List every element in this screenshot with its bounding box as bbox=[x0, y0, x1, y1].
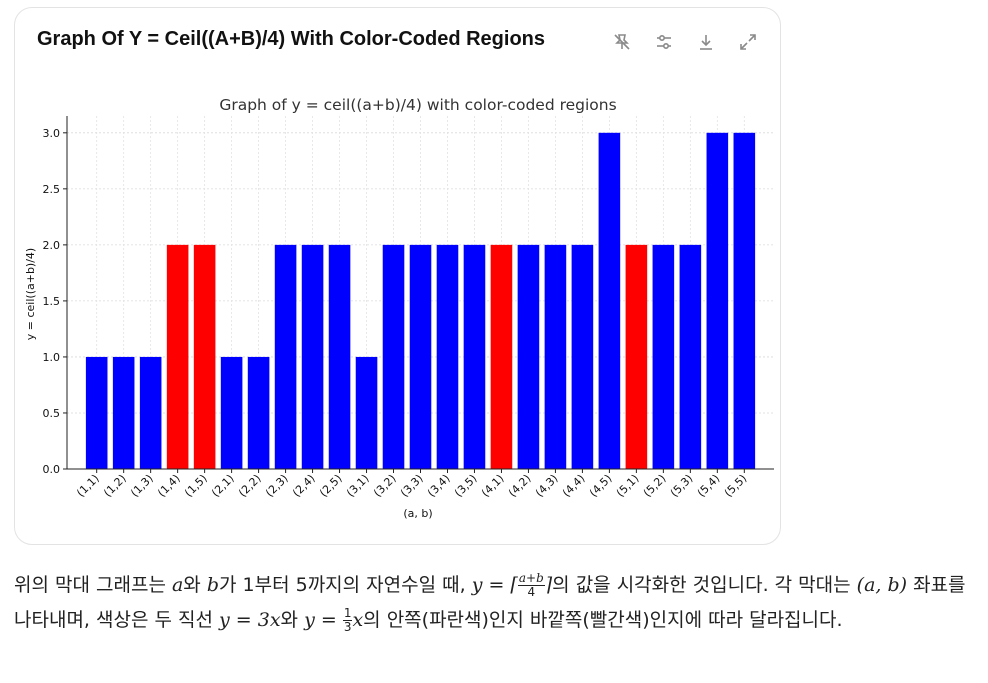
math-ab: (a, b) bbox=[856, 574, 908, 596]
x-tick-label: (5,3) bbox=[668, 472, 696, 500]
fraction-numerator: a+b bbox=[517, 571, 545, 586]
bar-(3,1) bbox=[355, 356, 378, 469]
bar-(5,2) bbox=[652, 244, 675, 469]
x-tick-label: (1,2) bbox=[101, 472, 129, 500]
fraction-denominator: 3 bbox=[343, 620, 352, 634]
expand-icon[interactable] bbox=[734, 28, 762, 56]
bar-(3,3) bbox=[409, 244, 432, 469]
bar-(2,5) bbox=[328, 244, 351, 469]
bar-(4,3) bbox=[544, 244, 567, 469]
x-tick-label: (2,3) bbox=[263, 472, 291, 500]
caption-text: 위의 막대 그래프는 bbox=[14, 574, 172, 596]
caption-text: 와 bbox=[280, 609, 305, 631]
fraction-denominator: 4 bbox=[527, 585, 536, 599]
bar-(3,2) bbox=[382, 244, 405, 469]
y-tick-label: 0.5 bbox=[43, 407, 61, 420]
x-tick-label: (2,5) bbox=[317, 472, 345, 500]
card-title: Graph Of Y = Ceil((A+B)/4) With Color-Co… bbox=[37, 28, 545, 50]
bar-(2,3) bbox=[274, 244, 297, 469]
x-tick-label: (4,2) bbox=[506, 472, 534, 500]
fraction-numerator: 1 bbox=[342, 606, 353, 621]
caption-text: 좌표를 나타내며, 색상은 두 직선 bbox=[14, 574, 966, 631]
math-a: a bbox=[171, 574, 184, 596]
bar-(1,5) bbox=[193, 244, 216, 469]
x-tick-label: (5,1) bbox=[614, 472, 642, 500]
y-tick-label: 2.5 bbox=[43, 183, 61, 196]
bar-(2,4) bbox=[301, 244, 324, 469]
y-tick-label: 2.0 bbox=[43, 239, 61, 252]
x-tick-label: (2,2) bbox=[236, 472, 264, 500]
x-tick-label: (5,4) bbox=[695, 472, 723, 500]
bar-(5,4) bbox=[706, 132, 729, 470]
bar-(1,1) bbox=[85, 356, 108, 469]
download-icon[interactable] bbox=[692, 28, 720, 56]
bar-(3,4) bbox=[436, 244, 459, 469]
x-tick-label: (2,4) bbox=[290, 472, 318, 500]
x-axis-label: (a, b) bbox=[403, 507, 432, 520]
bar-(5,1) bbox=[625, 244, 648, 469]
caption-text: 와 bbox=[183, 574, 207, 596]
math-b: b bbox=[206, 574, 219, 596]
bars bbox=[85, 132, 756, 470]
bar-(1,2) bbox=[112, 356, 135, 469]
x-ticks: (1,1) (1,2) (1,3) (1,4) (1,5) (2,1) (2,2) (2,3)… bbox=[74, 469, 749, 500]
x-tick-label: (3,5) bbox=[452, 472, 480, 500]
y-tick-label: 0.0 bbox=[43, 463, 61, 476]
x-tick-label: (4,4) bbox=[560, 472, 588, 500]
x-tick-label: (1,3) bbox=[128, 472, 156, 500]
math-eq-rhs: ⌉ bbox=[544, 574, 553, 596]
y-ticks: 0.0 0.5 1.0 1.5 2.0 2.5 3.0 bbox=[43, 127, 67, 476]
bar-(4,5) bbox=[598, 132, 621, 470]
bar-(4,4) bbox=[571, 244, 594, 469]
chart-title: Graph of y = ceil((a+b)/4) with color-co… bbox=[219, 96, 616, 114]
bar-(2,1) bbox=[220, 356, 243, 469]
y-axis-label: y = ceil((a+b)/4) bbox=[24, 248, 37, 340]
bar-(4,1) bbox=[490, 244, 513, 469]
caption-text: 의 값을 시각화한 것입니다. 각 막대는 bbox=[552, 574, 857, 596]
math-line2-x: x bbox=[352, 609, 364, 631]
x-tick-label: (4,1) bbox=[479, 472, 507, 500]
bar-(1,3) bbox=[139, 356, 162, 469]
pin-off-icon[interactable] bbox=[608, 28, 636, 56]
x-tick-label: (4,5) bbox=[587, 472, 615, 500]
chart-toolbar bbox=[608, 28, 762, 56]
bar-(3,5) bbox=[463, 244, 486, 469]
bar-(2,2) bbox=[247, 356, 270, 469]
caption-text: 가 1부터 5까지의 자연수일 때, bbox=[219, 574, 472, 596]
x-tick-label: (1,4) bbox=[155, 472, 183, 500]
bar-(1,4) bbox=[166, 244, 189, 469]
x-tick-label: (1,1) bbox=[74, 472, 102, 500]
y-tick-label: 1.5 bbox=[43, 295, 61, 308]
bar-(5,5) bbox=[733, 132, 756, 470]
x-tick-label: (5,2) bbox=[641, 472, 669, 500]
math-fraction: a+b 4 bbox=[517, 571, 545, 599]
x-tick-label: (3,2) bbox=[371, 472, 399, 500]
x-tick-label: (2,1) bbox=[209, 472, 237, 500]
x-tick-label: (4,3) bbox=[533, 472, 561, 500]
math-eq-lhs: y = ⌈ bbox=[471, 574, 518, 596]
bar-(5,3) bbox=[679, 244, 702, 469]
x-tick-label: (5,5) bbox=[722, 472, 750, 500]
sliders-icon[interactable] bbox=[650, 28, 678, 56]
y-tick-label: 1.0 bbox=[43, 351, 61, 364]
math-line1: y = 3x bbox=[219, 609, 281, 631]
x-tick-label: (3,4) bbox=[425, 472, 453, 500]
caption-text: 의 안쪽(파란색)인지 바깥쪽(빨간색)인지에 따라 달라집니다. bbox=[363, 609, 843, 631]
x-tick-label: (3,3) bbox=[398, 472, 426, 500]
y-tick-label: 3.0 bbox=[43, 127, 61, 140]
math-line2: y = bbox=[304, 609, 343, 631]
caption-paragraph: 위의 막대 그래프는 a와 b가 1부터 5까지의 자연수일 때, y = ⌈ a… bbox=[14, 568, 974, 638]
x-tick-label: (3,1) bbox=[344, 472, 372, 500]
bar-chart: Graph of y = ceil((a+b)/4) with color-co… bbox=[24, 96, 774, 520]
x-tick-label: (1,5) bbox=[182, 472, 210, 500]
bar-(4,2) bbox=[517, 244, 540, 469]
